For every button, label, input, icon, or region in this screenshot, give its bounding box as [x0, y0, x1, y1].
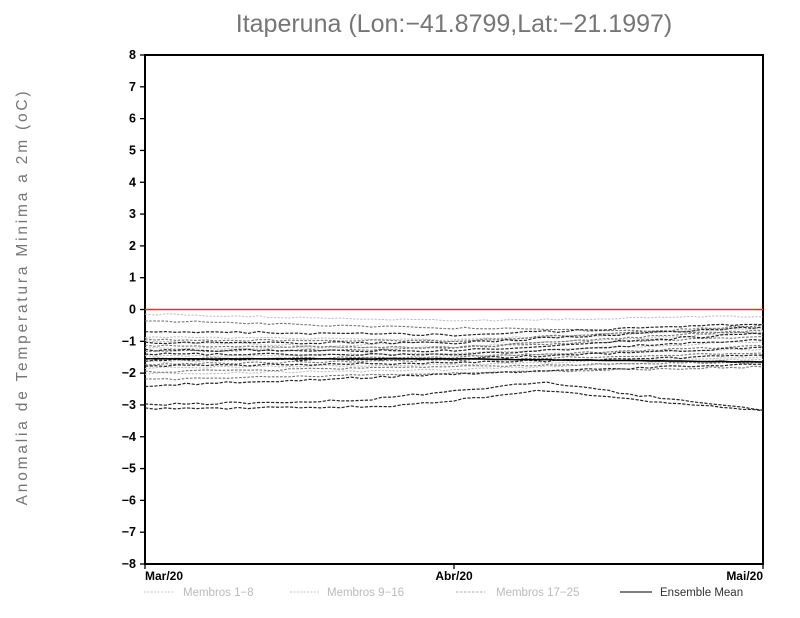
svg-text:Membros 9−16: Membros 9−16	[327, 587, 404, 599]
svg-text:−3: −3	[122, 398, 136, 412]
svg-text:Anomalia de Temperatura Minima: Anomalia de Temperatura Minima a 2m (oC)	[14, 89, 31, 506]
svg-text:Mar/20: Mar/20	[145, 569, 183, 583]
svg-text:Mai/20: Mai/20	[726, 569, 763, 583]
svg-text:−7: −7	[122, 525, 136, 539]
svg-text:2: 2	[129, 239, 136, 253]
svg-text:Itaperuna (Lon:−41.8799,Lat:−2: Itaperuna (Lon:−41.8799,Lat:−21.1997)	[236, 10, 672, 38]
svg-text:Membros 1−8: Membros 1−8	[183, 587, 254, 599]
svg-text:Membros 17−25: Membros 17−25	[496, 587, 579, 599]
svg-text:−8: −8	[122, 557, 136, 571]
svg-text:Abr/20: Abr/20	[435, 569, 473, 583]
svg-text:−5: −5	[122, 462, 136, 476]
svg-text:1: 1	[129, 271, 136, 285]
svg-text:4: 4	[129, 175, 136, 189]
svg-text:Ensemble Mean: Ensemble Mean	[660, 587, 743, 599]
svg-text:8: 8	[129, 48, 136, 62]
svg-text:0: 0	[129, 303, 136, 317]
svg-text:−1: −1	[122, 334, 136, 348]
svg-text:−6: −6	[122, 493, 136, 507]
svg-text:−2: −2	[122, 366, 136, 380]
svg-text:6: 6	[129, 112, 136, 126]
svg-text:−4: −4	[122, 430, 136, 444]
svg-text:3: 3	[129, 207, 136, 221]
svg-text:7: 7	[129, 80, 136, 94]
svg-text:5: 5	[129, 143, 136, 157]
